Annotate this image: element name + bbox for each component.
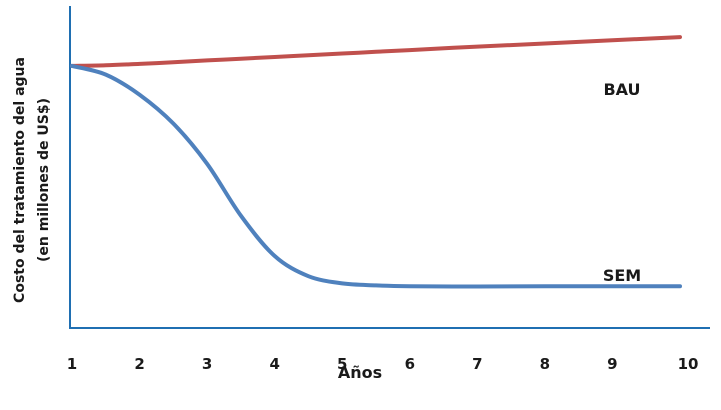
x-tick-label: 4	[269, 355, 279, 373]
x-tick-label: 3	[202, 355, 212, 373]
y-axis-title-line-2: (en millones de US$)	[36, 98, 52, 262]
x-tick-label: 1	[67, 355, 77, 373]
x-tick-label: 10	[678, 355, 699, 373]
x-tick-label: 8	[540, 355, 550, 373]
y-axis-title-line-1: Costo del tratamiento del agua	[12, 57, 28, 303]
series-label-bau: BAU	[603, 80, 640, 99]
series-line-bau	[70, 35, 682, 68]
x-tick-label: 7	[472, 355, 482, 373]
x-tick-label: 9	[607, 355, 617, 373]
x-tick-labels: 1 2 3 4 5 6 7 8 9 10	[67, 355, 699, 373]
series-label-sem: SEM	[603, 266, 641, 285]
x-tick-label: 6	[405, 355, 415, 373]
series-line-sem	[70, 63, 682, 289]
x-axis-title: Años	[338, 363, 382, 382]
x-tick-label: 5	[337, 355, 347, 373]
x-tick-label: 2	[134, 355, 144, 373]
